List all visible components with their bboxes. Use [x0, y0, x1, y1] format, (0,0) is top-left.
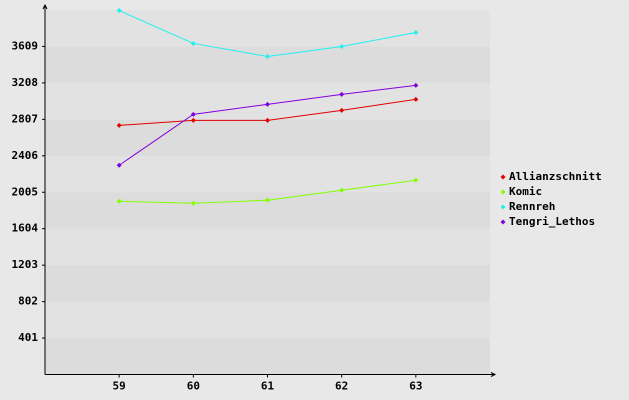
- grid-band: [45, 228, 490, 266]
- legend-label: Allianzschnitt: [509, 170, 602, 183]
- point: [413, 177, 419, 183]
- y-tick-label: 2406: [12, 149, 39, 162]
- y-tick-label: 401: [18, 331, 38, 344]
- grid-band: [45, 338, 490, 375]
- point: [413, 29, 419, 35]
- point: [116, 162, 122, 168]
- legend-marker: [500, 189, 506, 195]
- x-tick-label: 63: [409, 380, 422, 393]
- point: [116, 8, 122, 14]
- point: [190, 200, 196, 206]
- x-tick-label: 59: [113, 380, 126, 393]
- grid-band: [45, 10, 490, 47]
- y-tick-label: 3609: [12, 39, 39, 52]
- grid-band: [45, 192, 490, 229]
- y-tick-label: 1604: [12, 222, 39, 235]
- point: [413, 82, 419, 88]
- legend-label: Rennreh: [509, 200, 555, 213]
- grid-band: [45, 265, 490, 302]
- point: [116, 198, 122, 204]
- legend-marker: [500, 204, 506, 210]
- x-tick-label: 62: [335, 380, 348, 393]
- x-tick-label: 61: [261, 380, 275, 393]
- legend-label: Tengri_Lethos: [509, 215, 595, 228]
- point: [339, 187, 345, 193]
- point: [265, 101, 270, 107]
- y-tick-label: 2807: [12, 112, 39, 125]
- point: [339, 107, 345, 113]
- point: [265, 197, 270, 203]
- y-tick-label: 802: [18, 295, 38, 308]
- point: [265, 53, 270, 59]
- point: [413, 96, 419, 102]
- x-tick-label: 60: [187, 380, 200, 393]
- legend-marker: [500, 174, 506, 180]
- x-axis-arrow: [490, 372, 497, 377]
- legend-marker: [500, 219, 506, 225]
- point: [265, 117, 270, 123]
- legend-label: Komic: [509, 185, 542, 198]
- y-tick-label: 2005: [12, 185, 39, 198]
- grid-band: [45, 155, 490, 193]
- y-tick-label: 1203: [12, 258, 39, 271]
- grid-band: [45, 119, 490, 156]
- point: [339, 43, 345, 49]
- point: [190, 117, 196, 123]
- point: [190, 111, 196, 117]
- grid-band: [45, 301, 490, 339]
- grid-band: [45, 82, 490, 120]
- grid-band: [45, 46, 490, 83]
- y-axis-arrow: [42, 3, 48, 10]
- point: [190, 40, 196, 46]
- point: [116, 122, 122, 128]
- point: [339, 91, 345, 97]
- y-tick-label: 3208: [12, 76, 39, 89]
